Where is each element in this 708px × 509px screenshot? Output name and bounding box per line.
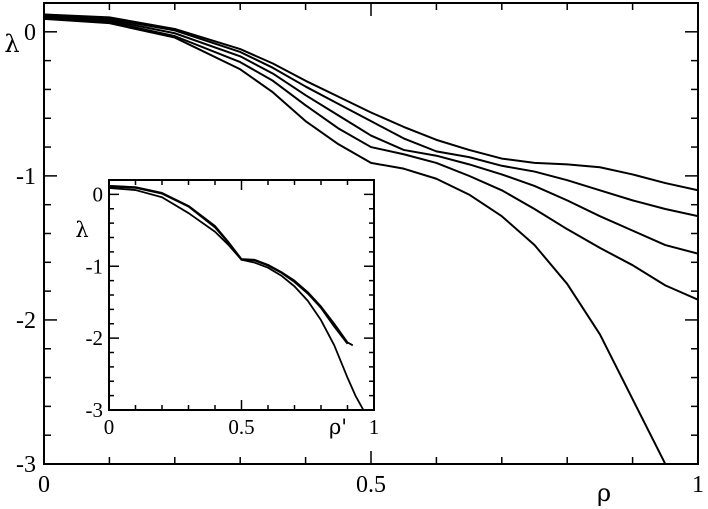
main-x-tick-label: 1 (692, 472, 704, 498)
inset-series-group (109, 184, 368, 410)
inset-y-axis-title: λ (75, 218, 88, 242)
main-x-tick-label: 0 (38, 472, 50, 498)
inset-x-axis-title: ρ' (329, 415, 347, 439)
inset-y-tick-label: -3 (86, 398, 104, 422)
inset-x-tick-label: 0.5 (228, 415, 254, 439)
main-series-line-5 (44, 17, 682, 464)
main-y-axis-title: λ (4, 30, 19, 58)
main-series-line-3 (44, 14, 698, 255)
main-series-line-4 (44, 16, 698, 301)
main-x-axis-title: ρ (597, 479, 611, 507)
inset-frame (108, 179, 375, 411)
inset-series-line-3 (109, 187, 368, 410)
inset-y-tick-label: -1 (86, 254, 104, 278)
inset-plot: 0 0.5 1 0 -1 -2 -3 ρ' λ (75, 179, 380, 439)
inset-series-line-2 (109, 185, 349, 345)
inset-x-tick-label: 1 (369, 415, 380, 439)
main-series-line-1 (44, 13, 698, 192)
main-y-tick-label: -1 (16, 164, 36, 190)
main-x-tick-label: 0.5 (356, 472, 386, 498)
main-series-group (44, 13, 698, 464)
inset-y-tick-label: 0 (93, 182, 104, 206)
inset-x-tick-label: 0 (104, 415, 115, 439)
main-y-tick-label: -3 (16, 452, 36, 478)
main-series-line-2 (44, 13, 698, 218)
main-y-tick-label: 0 (24, 20, 36, 46)
main-y-tick-label: -2 (16, 308, 36, 334)
inset-y-tick-label: -2 (86, 326, 104, 350)
